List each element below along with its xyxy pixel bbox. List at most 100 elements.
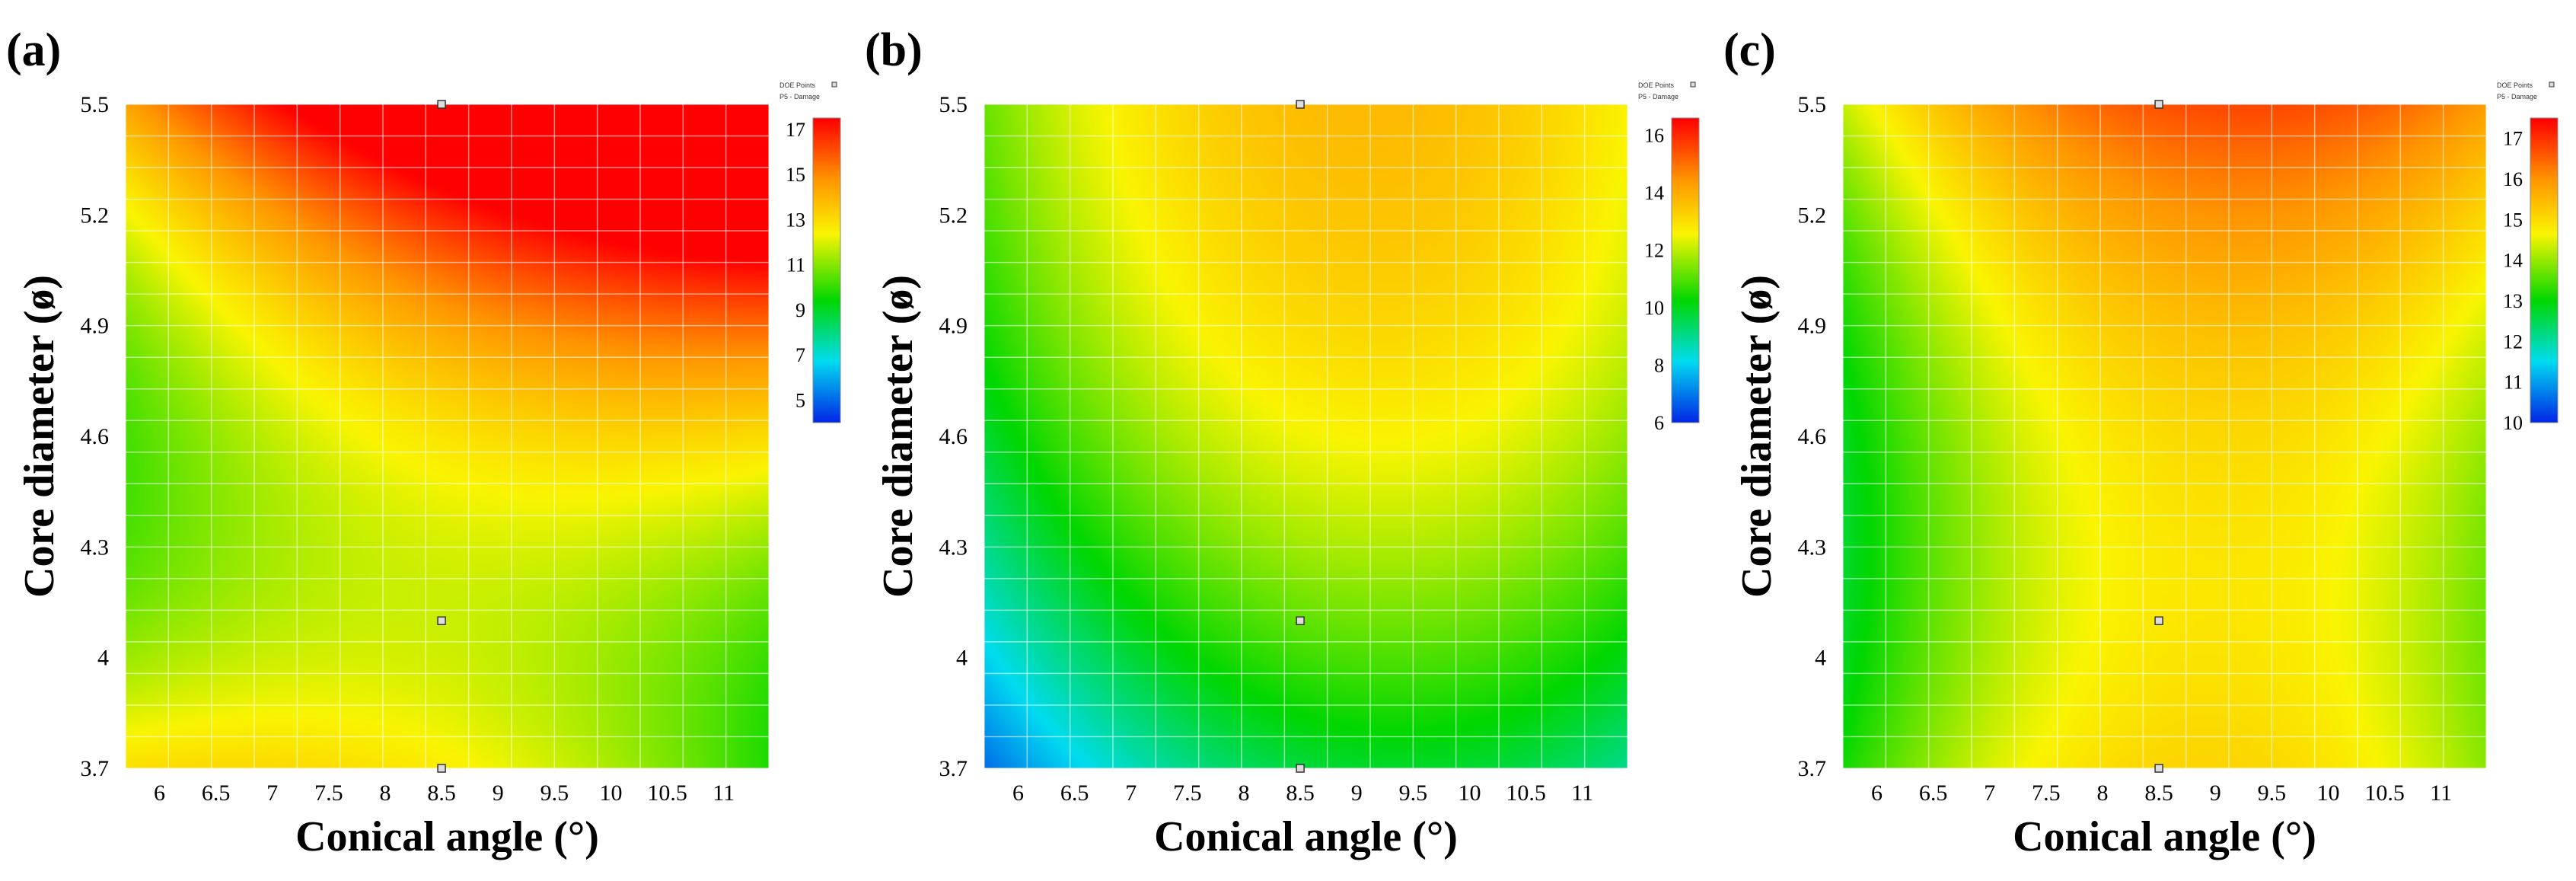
colorbar-tick-label: 11 [2504,372,2523,394]
y-tick-label: 4.9 [1798,314,1827,339]
colorbar [813,118,840,423]
colorbar-border [1671,117,1700,423]
colorbar-tick-label: 16 [1644,125,1664,147]
chart-b: 6 6.5 7 7.5 8 8.5 9 9.5 10 10.5 11 5.5 5.2 4.9 4.6 4.3 4… [865,24,1700,860]
y-tick-label: 4.3 [81,535,110,560]
colorbar-tick-label: 6 [1654,412,1664,434]
colorbar-tick-label: 11 [786,254,805,276]
x-tick-label: 6 [1012,780,1024,806]
x-tick-label: 7.5 [2032,780,2061,806]
x-tick-label: 7 [1984,780,1995,806]
doe-point [437,100,446,109]
x-tick-label: 9 [1351,780,1363,806]
panel-a: 6 6.5 7 7.5 8 8.5 9 9.5 10 10.5 11 5.5 5.2 4.9 4.6 4.3 4… [0,0,859,881]
x-tick-label: 9.5 [2258,780,2287,806]
colorbar-border [812,117,841,423]
x-tick-label: 9.5 [540,780,569,806]
colorbar-tick-label: 7 [795,344,805,366]
x-tick-label: 7.5 [314,780,343,806]
y-tick-label: 5.2 [1798,203,1827,228]
doe-point [1296,616,1305,625]
legend-doe-points: DOE Points [779,81,816,89]
x-tick-label: 10 [1458,780,1481,806]
colorbar-tick-label: 10 [1644,297,1664,319]
x-axis-title: Conical angle (°) [1154,813,1458,860]
panel-label: (c) [1723,24,1776,76]
colorbar-border [2530,117,2558,423]
x-tick-label: 8.5 [1286,780,1315,806]
y-tick-label: 5.2 [939,203,968,228]
doe-point [2154,764,2163,773]
y-tick-label: 4 [97,646,109,671]
heatmap-surface [984,104,1628,768]
colorbar-tick-label: 14 [2503,250,2523,272]
y-tick-label: 4.6 [939,424,968,449]
x-axis-title: Conical angle (°) [295,813,599,860]
x-tick-label: 10.5 [647,780,687,806]
doe-point [1296,764,1305,773]
y-axis-title: Core diameter (ø) [16,275,63,598]
x-tick-label: 10 [2316,780,2339,806]
y-tick-label: 3.7 [81,756,110,781]
y-axis-title: Core diameter (ø) [1733,275,1781,598]
legend-doe-marker [831,81,837,88]
colorbar-tick-label: 12 [2503,330,2523,353]
y-tick-label: 4.6 [81,424,110,449]
y-tick-label: 3.7 [939,756,968,781]
x-tick-label: 6 [1871,780,1883,806]
x-tick-label: 11 [1571,780,1593,806]
x-tick-label: 8 [1238,780,1249,806]
colorbar-tick-label: 14 [1644,182,1664,204]
x-tick-label: 9.5 [1399,780,1428,806]
y-tick-label: 4.3 [1798,535,1827,560]
x-tick-label: 9 [493,780,504,806]
heatmap-surface [126,104,769,768]
doe-point [437,616,446,625]
doe-point [1296,100,1305,109]
y-tick-label: 4.9 [81,314,110,339]
x-tick-label: 11 [2430,780,2452,806]
chart-c: 6 6.5 7 7.5 8 8.5 9 9.5 10 10.5 11 5.5 5.2 4.9 4.6 4.3 4… [1723,24,2558,860]
legend-damage: P5 - Damage [1638,93,1679,101]
x-tick-label: 10.5 [2364,780,2405,806]
legend-doe-marker [1690,81,1696,88]
x-tick-label: 8 [379,780,391,806]
x-tick-label: 8 [2096,780,2108,806]
x-tick-label: 10 [599,780,622,806]
x-tick-label: 7 [1125,780,1137,806]
panel-label: (a) [6,24,61,76]
y-axis-title: Core diameter (ø) [875,275,922,598]
x-tick-label: 8.5 [2144,780,2173,806]
legend-doe-points: DOE Points [1638,81,1675,89]
legend-damage: P5 - Damage [2497,93,2537,101]
doe-point [2154,100,2163,109]
y-tick-label: 3.7 [1798,756,1827,781]
heatmap-surface [1843,104,2486,768]
y-tick-label: 4 [1815,646,1826,671]
x-tick-label: 6.5 [1060,780,1089,806]
colorbar [1672,118,1699,423]
y-tick-label: 5.5 [1798,92,1827,117]
panel-b: 6 6.5 7 7.5 8 8.5 9 9.5 10 10.5 11 5.5 5.2 4.9 4.6 4.3 4… [859,0,1717,881]
chart-a: 6 6.5 7 7.5 8 8.5 9 9.5 10 10.5 11 5.5 5.2 4.9 4.6 4.3 4… [6,24,841,860]
x-tick-label: 6.5 [202,780,231,806]
y-tick-label: 4.3 [939,535,968,560]
legend-doe-points: DOE Points [2497,81,2533,89]
grid-lines [125,104,770,769]
colorbar [2530,118,2558,423]
y-tick-label: 5.5 [939,92,968,117]
grid-lines [984,104,1628,769]
panel-label: (b) [865,24,923,76]
colorbar-tick-label: 17 [786,119,805,141]
legend-doe-marker [2549,81,2555,88]
doe-point [2154,616,2163,625]
colorbar-tick-label: 13 [786,209,805,231]
y-tick-label: 5.2 [81,203,110,228]
grid-lines [1842,104,2487,769]
y-tick-label: 4.6 [1798,424,1827,449]
x-tick-label: 7 [266,780,278,806]
x-axis-title: Conical angle (°) [2013,813,2316,860]
x-tick-label: 7.5 [1173,780,1202,806]
x-tick-label: 6 [154,780,165,806]
colorbar-tick-label: 17 [2503,128,2523,150]
